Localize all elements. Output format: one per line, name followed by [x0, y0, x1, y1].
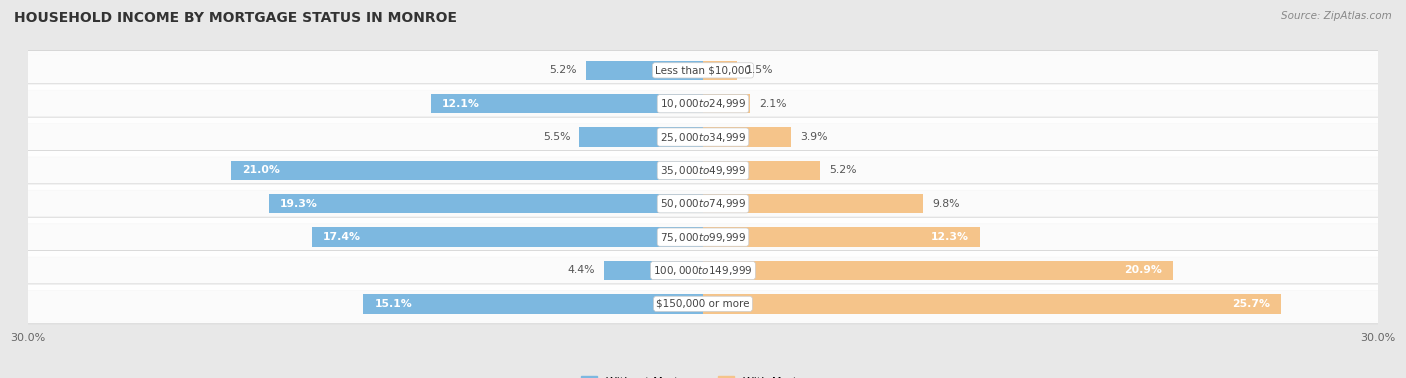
Text: Less than $10,000: Less than $10,000: [655, 65, 751, 75]
FancyBboxPatch shape: [15, 184, 1391, 224]
Text: 9.8%: 9.8%: [932, 199, 960, 209]
FancyBboxPatch shape: [15, 217, 1391, 257]
Text: $75,000 to $99,999: $75,000 to $99,999: [659, 231, 747, 244]
Text: 12.3%: 12.3%: [931, 232, 969, 242]
Bar: [605, 261, 703, 280]
Bar: [579, 127, 703, 147]
Legend: Without Mortgage, With Mortgage: Without Mortgage, With Mortgage: [576, 372, 830, 378]
Text: 15.1%: 15.1%: [374, 299, 412, 309]
Text: $100,000 to $149,999: $100,000 to $149,999: [654, 264, 752, 277]
Bar: [703, 228, 980, 247]
Text: 25.7%: 25.7%: [1232, 299, 1270, 309]
Text: 5.2%: 5.2%: [550, 65, 576, 75]
Bar: [703, 194, 924, 214]
Bar: [703, 61, 737, 80]
Text: $150,000 or more: $150,000 or more: [657, 299, 749, 309]
FancyBboxPatch shape: [15, 251, 1391, 290]
Text: Source: ZipAtlas.com: Source: ZipAtlas.com: [1281, 11, 1392, 21]
FancyBboxPatch shape: [15, 117, 1391, 157]
Text: 5.2%: 5.2%: [830, 166, 856, 175]
Bar: [430, 94, 703, 113]
Text: $10,000 to $24,999: $10,000 to $24,999: [659, 97, 747, 110]
Bar: [586, 61, 703, 80]
Text: 21.0%: 21.0%: [242, 166, 280, 175]
Text: 2.1%: 2.1%: [759, 99, 787, 109]
FancyBboxPatch shape: [15, 84, 1391, 124]
Text: 4.4%: 4.4%: [568, 265, 595, 276]
Text: 12.1%: 12.1%: [441, 99, 479, 109]
Bar: [703, 127, 790, 147]
Text: $25,000 to $34,999: $25,000 to $34,999: [659, 130, 747, 144]
Bar: [312, 228, 703, 247]
Bar: [703, 94, 751, 113]
Bar: [703, 161, 820, 180]
FancyBboxPatch shape: [15, 150, 1391, 191]
Text: 3.9%: 3.9%: [800, 132, 827, 142]
FancyBboxPatch shape: [15, 50, 1391, 90]
Text: $35,000 to $49,999: $35,000 to $49,999: [659, 164, 747, 177]
Text: 17.4%: 17.4%: [323, 232, 361, 242]
Text: 20.9%: 20.9%: [1123, 265, 1161, 276]
Bar: [231, 161, 703, 180]
Bar: [703, 294, 1281, 313]
Text: 19.3%: 19.3%: [280, 199, 318, 209]
FancyBboxPatch shape: [15, 284, 1391, 324]
Bar: [703, 261, 1173, 280]
Bar: [269, 194, 703, 214]
Bar: [363, 294, 703, 313]
Text: 5.5%: 5.5%: [543, 132, 571, 142]
Text: 1.5%: 1.5%: [745, 65, 773, 75]
Text: $50,000 to $74,999: $50,000 to $74,999: [659, 197, 747, 210]
Text: HOUSEHOLD INCOME BY MORTGAGE STATUS IN MONROE: HOUSEHOLD INCOME BY MORTGAGE STATUS IN M…: [14, 11, 457, 25]
